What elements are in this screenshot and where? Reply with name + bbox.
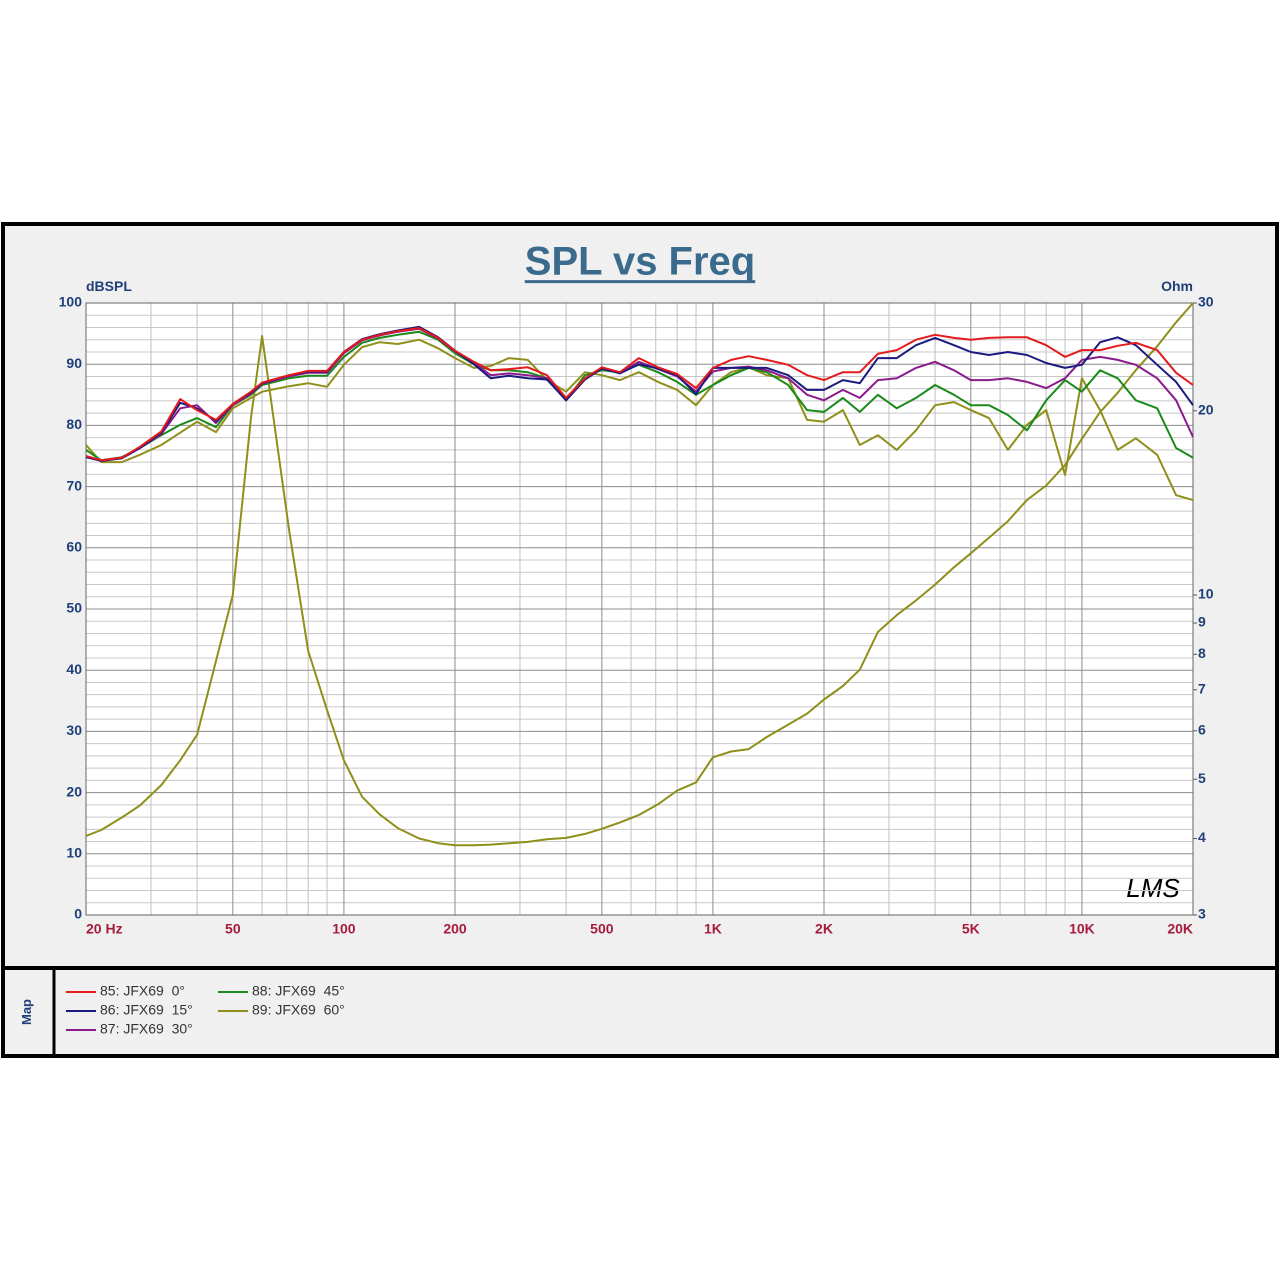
y2-tick-label: 10	[1198, 586, 1214, 602]
y-tick-label: 40	[66, 661, 82, 677]
y2-axis-label: Ohm	[1161, 278, 1193, 294]
x-tick-label: 200	[443, 921, 467, 937]
y2-tick-label: 8	[1198, 645, 1206, 661]
legend-label: 89: JFX69 60°	[252, 1002, 345, 1018]
y-axis-label: dBSPL	[86, 278, 132, 294]
watermark: LMS	[1126, 873, 1180, 903]
x-tick-label: 10K	[1069, 921, 1095, 937]
y-tick-label: 20	[66, 783, 82, 799]
legend-label: 85: JFX69 0°	[100, 983, 185, 999]
y2-tick-label: 9	[1198, 614, 1206, 630]
y2-tick-label: 4	[1198, 829, 1206, 845]
plot-border	[85, 302, 1194, 916]
chart-title: SPL vs Freq	[525, 240, 755, 284]
y2-tick-label: 6	[1198, 721, 1206, 737]
series-line	[85, 338, 1194, 502]
y2-tick-label: 3	[1198, 906, 1206, 922]
y-tick-label: 60	[66, 539, 82, 555]
y2-tick-label: 30	[1198, 294, 1214, 310]
y-tick-label: 50	[66, 600, 82, 616]
y2-tick-label: 7	[1198, 681, 1206, 697]
x-tick-label: 2K	[815, 921, 833, 937]
x-tick-label: 5K	[962, 921, 980, 937]
y-tick-label: 30	[66, 722, 82, 738]
y-tick-label: 100	[59, 294, 83, 310]
y2-tick-label: 5	[1198, 770, 1206, 786]
y-tick-label: 10	[66, 845, 82, 861]
series-line	[85, 302, 1194, 847]
x-tick-label: 500	[590, 921, 614, 937]
y-tick-label: 80	[66, 416, 82, 432]
x-tick-label: 20K	[1167, 921, 1193, 937]
x-tick-label: 20 Hz	[86, 921, 123, 937]
y2-tick-label: 20	[1198, 401, 1214, 417]
x-tick-label: 1K	[704, 921, 722, 937]
legend-label: 86: JFX69 15°	[100, 1002, 193, 1018]
legend-title: Map	[19, 999, 34, 1025]
x-tick-label: 100	[332, 921, 356, 937]
legend-label: 88: JFX69 45°	[252, 983, 345, 999]
series-line	[85, 327, 1194, 462]
x-tick-label: 50	[225, 921, 241, 937]
legend-label: 87: JFX69 30°	[100, 1021, 193, 1037]
y-tick-label: 0	[74, 906, 82, 922]
y-tick-label: 90	[66, 355, 82, 371]
y-tick-label: 70	[66, 477, 82, 493]
